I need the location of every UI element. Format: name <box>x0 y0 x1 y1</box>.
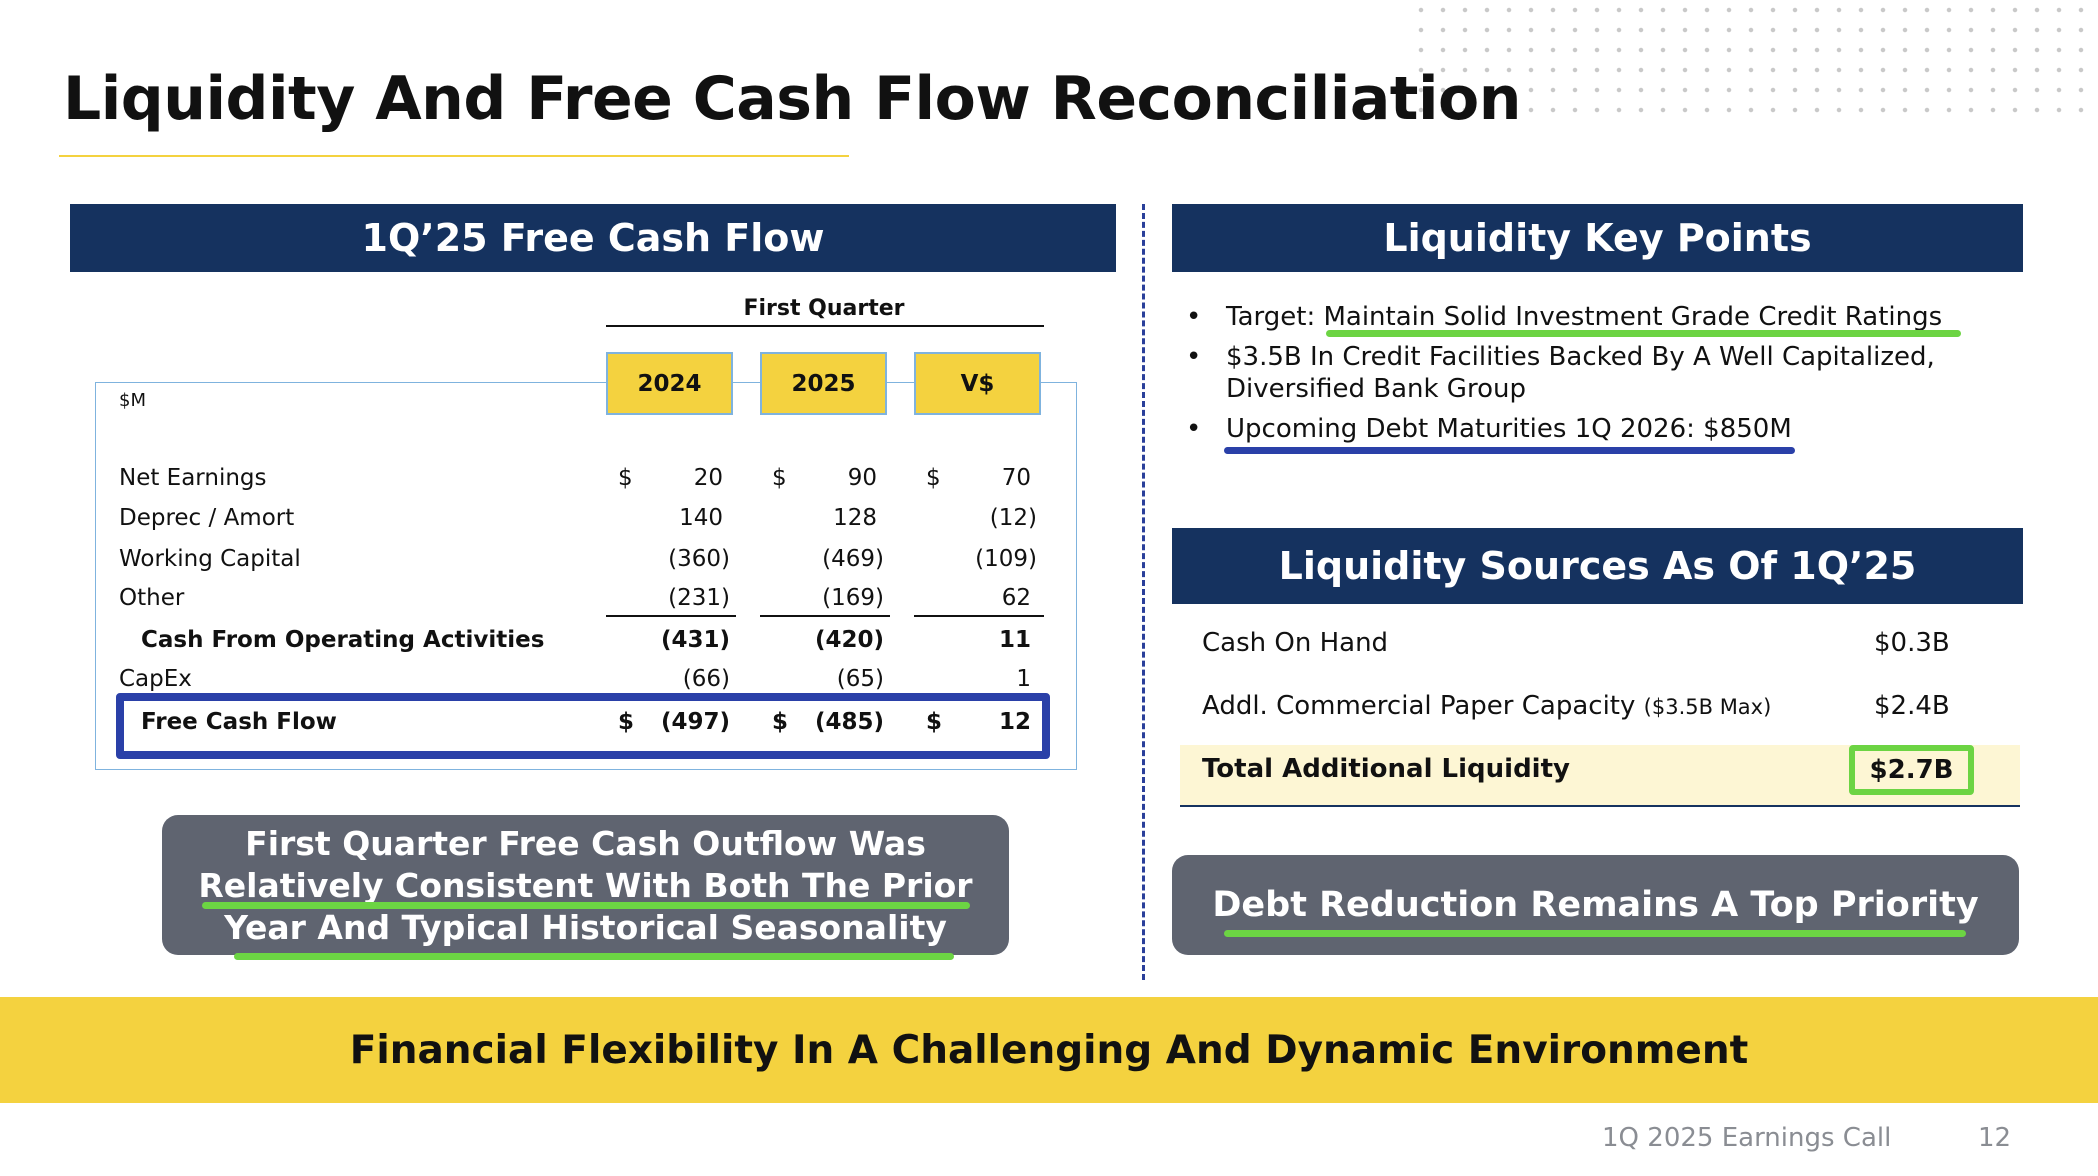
period-label: First Quarter <box>743 296 905 321</box>
vertical-divider <box>1142 204 1145 980</box>
bullet-text: Diversified Bank Group <box>1226 374 1526 404</box>
source-note: ($3.5B Max) <box>1643 695 1772 719</box>
row-label: Free Cash Flow <box>141 709 337 735</box>
fcf-callout: First Quarter Free Cash Outflow Was Rela… <box>162 815 1009 955</box>
cell-2025: 90 <box>847 465 877 491</box>
bullet-emphasis: Maintain Solid Investment Grade Credit R… <box>1323 302 1943 332</box>
row-label: Other <box>119 585 185 611</box>
dot-pattern-decoration <box>1410 0 2098 120</box>
cell-2024: (231) <box>668 585 730 611</box>
footer-event: 1Q 2025 Earnings Call <box>1602 1123 1892 1153</box>
cell-variance: 12 <box>998 709 1031 735</box>
dollar-sign: $ <box>772 465 787 491</box>
source-value: $2.4B <box>1874 691 1950 721</box>
dollar-sign: $ <box>618 465 633 491</box>
cell-variance: (109) <box>975 546 1037 572</box>
cell-2024: (431) <box>660 627 730 653</box>
total-row-rule <box>1180 805 2020 807</box>
row-label: Working Capital <box>119 546 301 572</box>
bullet-icon: • <box>1186 342 1202 372</box>
green-underline <box>1224 930 1966 937</box>
bullet-text: Target: Maintain Solid Investment Grade … <box>1226 302 1942 332</box>
bullet-icon: • <box>1186 302 1202 332</box>
dollar-sign: $ <box>926 465 941 491</box>
cell-2024: (360) <box>668 546 730 572</box>
callout-line: Year And Typical Historical Seasonality <box>224 908 947 947</box>
cell-2025: (469) <box>822 546 884 572</box>
total-value: $2.7B <box>1869 755 1954 785</box>
cell-variance: 11 <box>998 627 1031 653</box>
liquidity-sources-header: Liquidity Sources As Of 1Q’25 <box>1172 528 2023 604</box>
bullet-text: $3.5B In Credit Facilities Backed By A W… <box>1226 342 1935 372</box>
source-value: $0.3B <box>1874 628 1950 658</box>
source-label-text: Addl. Commercial Paper Capacity <box>1202 691 1636 721</box>
column-header-2025: 2025 <box>760 352 887 415</box>
page-title: Liquidity And Free Cash Flow Reconciliat… <box>63 64 1522 134</box>
row-label: Net Earnings <box>119 465 267 491</box>
subtotal-rule <box>760 615 890 617</box>
total-row-background <box>1180 745 2020 806</box>
column-header-2024: 2024 <box>606 352 733 415</box>
subtotal-rule <box>606 615 736 617</box>
cell-variance: 62 <box>1001 585 1031 611</box>
cell-2025: (420) <box>814 627 884 653</box>
subtotal-rule <box>914 615 1044 617</box>
fcf-header: 1Q’25 Free Cash Flow <box>70 204 1116 272</box>
green-underline <box>202 902 970 909</box>
total-label: Total Additional Liquidity <box>1202 754 1570 784</box>
page-number: 12 <box>1978 1123 2012 1153</box>
cell-2025: 128 <box>833 505 877 531</box>
cell-2024: (497) <box>660 709 730 735</box>
row-label: Deprec / Amort <box>119 505 295 531</box>
free-cash-flow-highlight <box>116 693 1050 759</box>
fcf-table-frame <box>95 382 1077 770</box>
unit-label: $M <box>119 390 146 411</box>
source-label: Cash On Hand <box>1202 628 1389 658</box>
period-rule <box>606 325 1044 327</box>
cell-2025: (485) <box>814 709 884 735</box>
cell-2024: (66) <box>682 666 730 692</box>
row-label: CapEx <box>119 666 192 692</box>
cell-2025: (65) <box>836 666 884 692</box>
cell-variance: 1 <box>1016 666 1031 692</box>
bullet-prefix: Target: <box>1226 302 1324 332</box>
green-underline <box>234 953 954 960</box>
debt-callout: Debt Reduction Remains A Top Priority <box>1172 855 2019 955</box>
dollar-sign: $ <box>926 709 943 735</box>
title-underline <box>59 155 849 157</box>
cell-variance: (12) <box>989 505 1037 531</box>
dollar-sign: $ <box>618 709 635 735</box>
green-underline <box>1326 330 1961 337</box>
callout-line: Relatively Consistent With Both The Prio… <box>198 866 973 905</box>
bullet-icon: • <box>1186 414 1202 444</box>
row-label: Cash From Operating Activities <box>141 627 545 653</box>
source-label: Addl. Commercial Paper Capacity ($3.5B M… <box>1202 691 1771 721</box>
cell-2024: 20 <box>693 465 723 491</box>
total-highlight-box <box>1849 745 1974 795</box>
column-header-variance: V$ <box>914 352 1041 415</box>
cell-2024: 140 <box>679 505 723 531</box>
blue-underline <box>1224 447 1795 454</box>
cell-2025: (169) <box>822 585 884 611</box>
bottom-banner: Financial Flexibility In A Challenging A… <box>0 997 2098 1103</box>
bullet-text: Upcoming Debt Maturities 1Q 2026: $850M <box>1226 414 1792 444</box>
cell-variance: 70 <box>1001 465 1031 491</box>
callout-line: First Quarter Free Cash Outflow Was <box>245 824 926 863</box>
dollar-sign: $ <box>772 709 789 735</box>
key-points-header: Liquidity Key Points <box>1172 204 2023 272</box>
